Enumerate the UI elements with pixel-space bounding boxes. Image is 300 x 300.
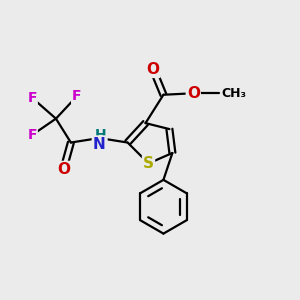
- Text: F: F: [72, 89, 82, 103]
- Text: F: F: [27, 91, 37, 105]
- Text: F: F: [27, 128, 37, 142]
- Text: O: O: [57, 162, 70, 177]
- Text: O: O: [187, 86, 200, 101]
- Text: CH₃: CH₃: [222, 87, 247, 100]
- Text: N: N: [93, 136, 106, 152]
- Text: H: H: [95, 128, 106, 142]
- Text: O: O: [146, 62, 160, 77]
- Text: S: S: [143, 156, 154, 171]
